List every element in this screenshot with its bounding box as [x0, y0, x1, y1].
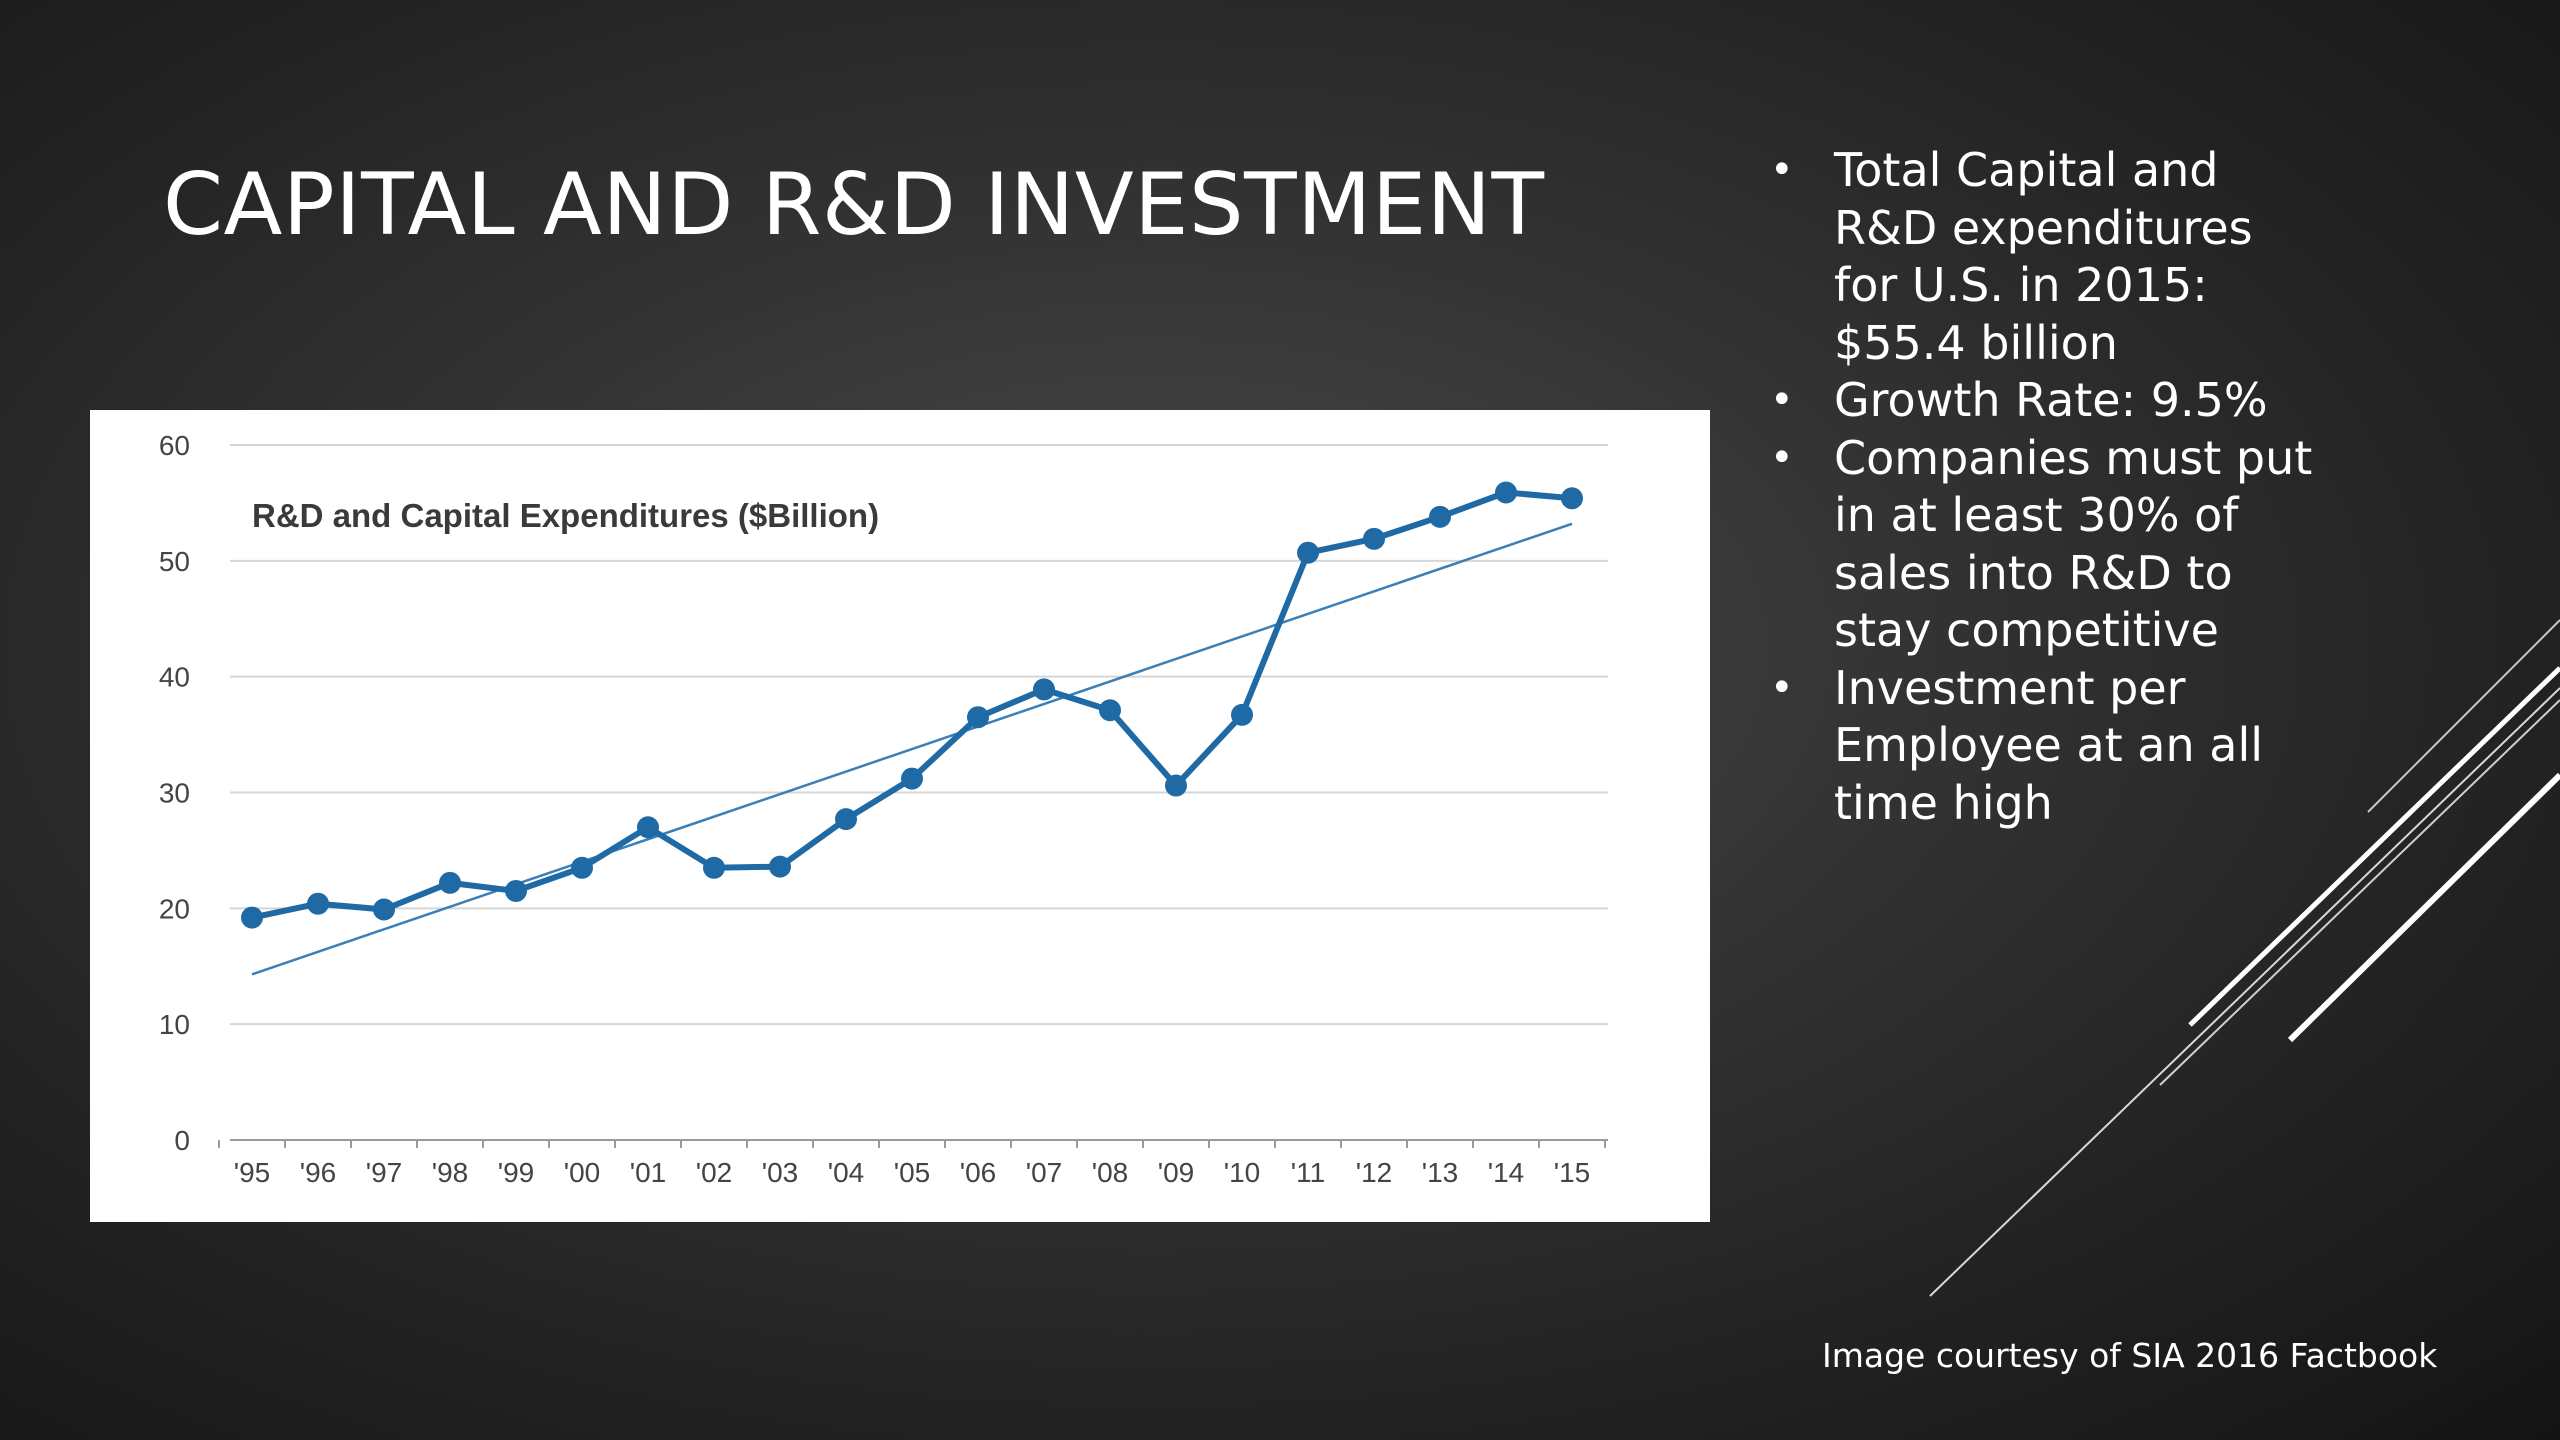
data-point — [439, 871, 461, 894]
bullet-item: Growth Rate: 9.5% — [1770, 372, 2330, 430]
x-tick-label: '01 — [630, 1157, 667, 1188]
bullet-list: Total Capital and R&D expenditures for U… — [1770, 142, 2330, 832]
data-point — [835, 808, 857, 831]
y-tick-label: 20 — [159, 893, 190, 924]
data-point — [1099, 699, 1121, 722]
bullet-item: Investment per Employee at an all time h… — [1770, 660, 2330, 833]
chart-title: R&D and Capital Expenditures ($Billion) — [252, 497, 879, 534]
x-tick-label: '97 — [366, 1157, 403, 1188]
data-point — [1363, 527, 1385, 550]
x-tick-label: '12 — [1356, 1157, 1393, 1188]
x-tick-label: '15 — [1554, 1157, 1591, 1188]
data-point — [1297, 541, 1319, 564]
x-tick-label: '05 — [894, 1157, 931, 1188]
data-point — [1231, 703, 1253, 726]
data-point — [769, 855, 791, 878]
data-point — [1165, 774, 1187, 797]
data-point — [505, 879, 527, 902]
bullet-item: Companies must put in at least 30% of sa… — [1770, 430, 2330, 660]
x-tick-label: '07 — [1026, 1157, 1063, 1188]
data-point — [1429, 505, 1451, 528]
deco-line — [1929, 687, 2560, 1297]
data-point — [637, 816, 659, 839]
data-point — [1561, 487, 1583, 510]
x-tick-label: '99 — [498, 1157, 535, 1188]
slide-title: CAPITAL AND R&D INVESTMENT — [163, 155, 1545, 255]
data-point — [373, 898, 395, 921]
y-tick-label: 60 — [159, 430, 190, 461]
x-tick-label: '04 — [828, 1157, 865, 1188]
y-tick-label: 10 — [159, 1009, 190, 1040]
y-tick-label: 50 — [159, 546, 190, 577]
x-tick-label: '03 — [762, 1157, 799, 1188]
deco-line — [2287, 772, 2560, 1043]
image-credit: Image courtesy of SIA 2016 Factbook — [1822, 1336, 2438, 1375]
data-point — [241, 906, 263, 929]
data-point — [571, 856, 593, 879]
x-tick-label: '10 — [1224, 1157, 1261, 1188]
x-tick-label: '06 — [960, 1157, 997, 1188]
x-tick-label: '02 — [696, 1157, 733, 1188]
chart-panel: 0 10 20 30 40 50 60 '95 '96 '97 '98 '99 '00 '01 '02 '03… — [90, 410, 1710, 1222]
data-point — [703, 856, 725, 879]
series-line — [251, 489, 1573, 921]
x-tick-label: '98 — [432, 1157, 469, 1188]
x-tick-label: '11 — [1291, 1157, 1325, 1188]
x-tick-label: '95 — [234, 1157, 271, 1188]
deco-line — [2159, 699, 2560, 1086]
x-tick-label: '00 — [564, 1157, 601, 1188]
x-tick-label: '14 — [1488, 1157, 1525, 1188]
deco-line — [2367, 619, 2560, 813]
data-point — [1495, 481, 1517, 504]
data-point — [901, 767, 923, 790]
line-chart: 0 10 20 30 40 50 60 '95 '96 '97 '98 '99 '00 '01 '02 '03… — [159, 430, 1608, 1188]
bullet-item: Total Capital and R&D expenditures for U… — [1770, 142, 2330, 372]
y-tick-label: 40 — [159, 662, 190, 693]
trendline — [251, 522, 1573, 976]
x-tick-label: '96 — [300, 1157, 337, 1188]
y-tick-label: 30 — [159, 778, 190, 809]
data-point — [307, 892, 329, 915]
data-point — [1033, 678, 1055, 701]
data-point — [967, 706, 989, 729]
x-tick-label: '13 — [1422, 1157, 1459, 1188]
deco-line — [2188, 666, 2560, 1027]
x-tick-label: '09 — [1158, 1157, 1195, 1188]
x-tick-label: '08 — [1092, 1157, 1129, 1188]
y-tick-label: 0 — [174, 1125, 190, 1156]
